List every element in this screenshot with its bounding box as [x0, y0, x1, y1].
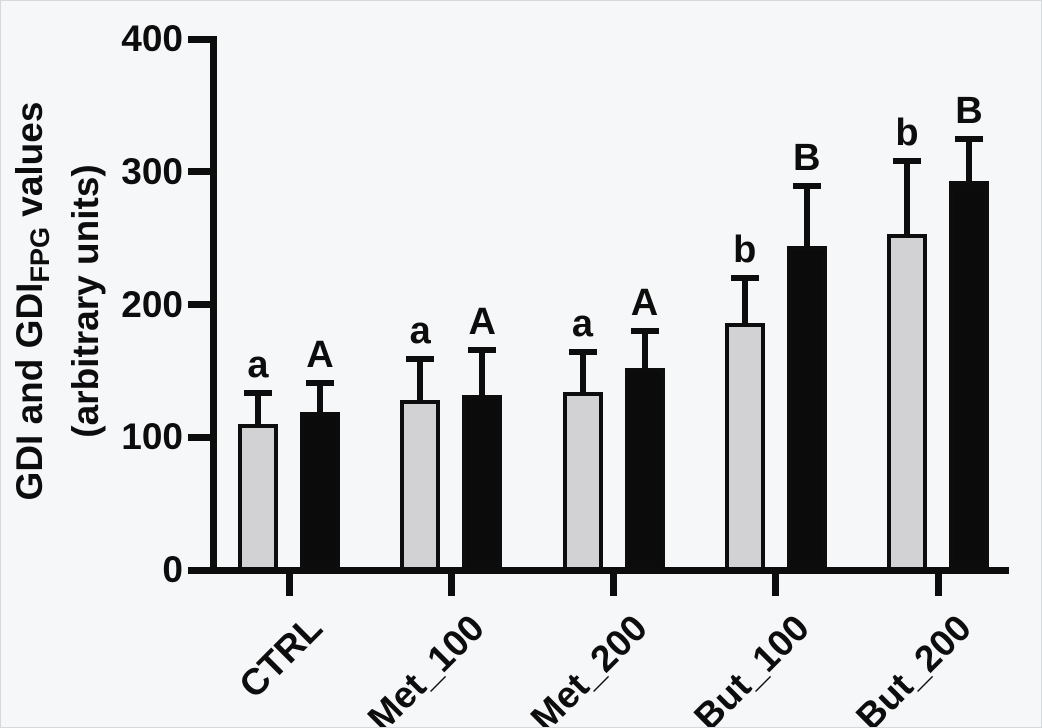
y-tick-200 — [188, 301, 211, 308]
significance-letter-gdi-fpg-met-200: A — [630, 282, 659, 325]
significance-letter-gdi-met-200: a — [571, 303, 594, 346]
significance-letter-gdi-fpg-ctrl: A — [306, 333, 334, 376]
significance-letter-gdi-fpg-but-200: B — [955, 89, 983, 132]
x-axis-label-but-100: But_100 — [685, 607, 817, 728]
x-tick-but-100 — [772, 574, 780, 596]
y-tick-label-200: 200 — [121, 283, 183, 325]
error-bar-stem-gdi-met-200 — [579, 352, 586, 395]
error-bar-cap-gdi-fpg-but-200 — [955, 135, 983, 142]
bar-gdi-but-100 — [724, 323, 765, 573]
y-tick-400 — [188, 35, 211, 43]
bar-gdi-fpg-but-200 — [949, 181, 989, 573]
bar-gdi-met-200 — [562, 392, 603, 573]
error-bar-stem-gdi-but-100 — [741, 277, 748, 326]
error-bar-stem-gdi-but-200 — [904, 161, 910, 237]
error-bar-cap-gdi-fpg-met-100 — [468, 346, 497, 353]
y-tick-label-400: 400 — [121, 18, 183, 59]
x-tick-met-200 — [610, 574, 617, 596]
y-tick-300 — [188, 168, 211, 176]
error-bar-stem-gdi-fpg-but-100 — [803, 186, 810, 249]
error-bar-cap-gdi-ctrl — [244, 390, 272, 397]
bar-gdi-fpg-met-200 — [624, 368, 665, 573]
error-bar-cap-gdi-met-100 — [406, 355, 435, 362]
error-bar-stem-gdi-fpg-but-200 — [966, 138, 972, 184]
significance-letter-gdi-but-200: b — [895, 112, 919, 155]
x-axis-line — [207, 567, 1009, 574]
x-tick-but-200 — [934, 574, 942, 596]
error-bar-cap-gdi-met-200 — [568, 349, 597, 356]
y-tick-100 — [188, 433, 211, 441]
bar-gdi-fpg-ctrl — [300, 412, 340, 573]
error-bar-stem-gdi-ctrl — [255, 393, 261, 426]
significance-letter-gdi-met-100: a — [409, 309, 431, 352]
bar-gdi-but-200 — [887, 234, 927, 573]
error-bar-cap-gdi-fpg-ctrl — [306, 379, 334, 386]
error-bar-cap-gdi-fpg-but-100 — [792, 183, 821, 190]
x-tick-met-100 — [447, 574, 455, 596]
x-axis-label-met-100: Met_100 — [359, 607, 493, 728]
error-bar-stem-gdi-fpg-met-100 — [479, 349, 486, 397]
y-tick-label-0: 0 — [162, 549, 183, 590]
y-tick-label-100: 100 — [121, 416, 183, 458]
error-bar-cap-gdi-but-200 — [893, 158, 921, 165]
significance-letter-gdi-but-100: b — [733, 228, 757, 271]
x-axis-label-met-200: Met_200 — [522, 607, 655, 728]
x-axis-label-but-200: But_200 — [848, 607, 979, 728]
error-bar-stem-gdi-fpg-ctrl — [317, 382, 323, 415]
error-bar-cap-gdi-fpg-met-200 — [630, 328, 659, 335]
significance-letter-gdi-fpg-met-100: A — [468, 300, 496, 343]
bar-gdi-ctrl — [238, 423, 278, 573]
y-tick-label-300: 300 — [121, 150, 183, 192]
y-tick-0 — [188, 566, 211, 574]
error-bar-stem-gdi-fpg-met-200 — [641, 331, 648, 371]
significance-letter-gdi-ctrl: a — [247, 344, 269, 387]
bar-gdi-fpg-but-100 — [786, 246, 827, 573]
significance-letter-gdi-fpg-but-100: B — [793, 137, 821, 180]
bar-gdi-met-100 — [400, 400, 441, 573]
x-tick-ctrl — [285, 574, 293, 596]
y-axis-line — [210, 36, 217, 574]
bar-gdi-fpg-met-100 — [462, 394, 503, 573]
x-axis-label-ctrl: CTRL — [231, 607, 330, 706]
error-bar-cap-gdi-but-100 — [730, 274, 759, 281]
error-bar-stem-gdi-met-100 — [417, 358, 424, 403]
